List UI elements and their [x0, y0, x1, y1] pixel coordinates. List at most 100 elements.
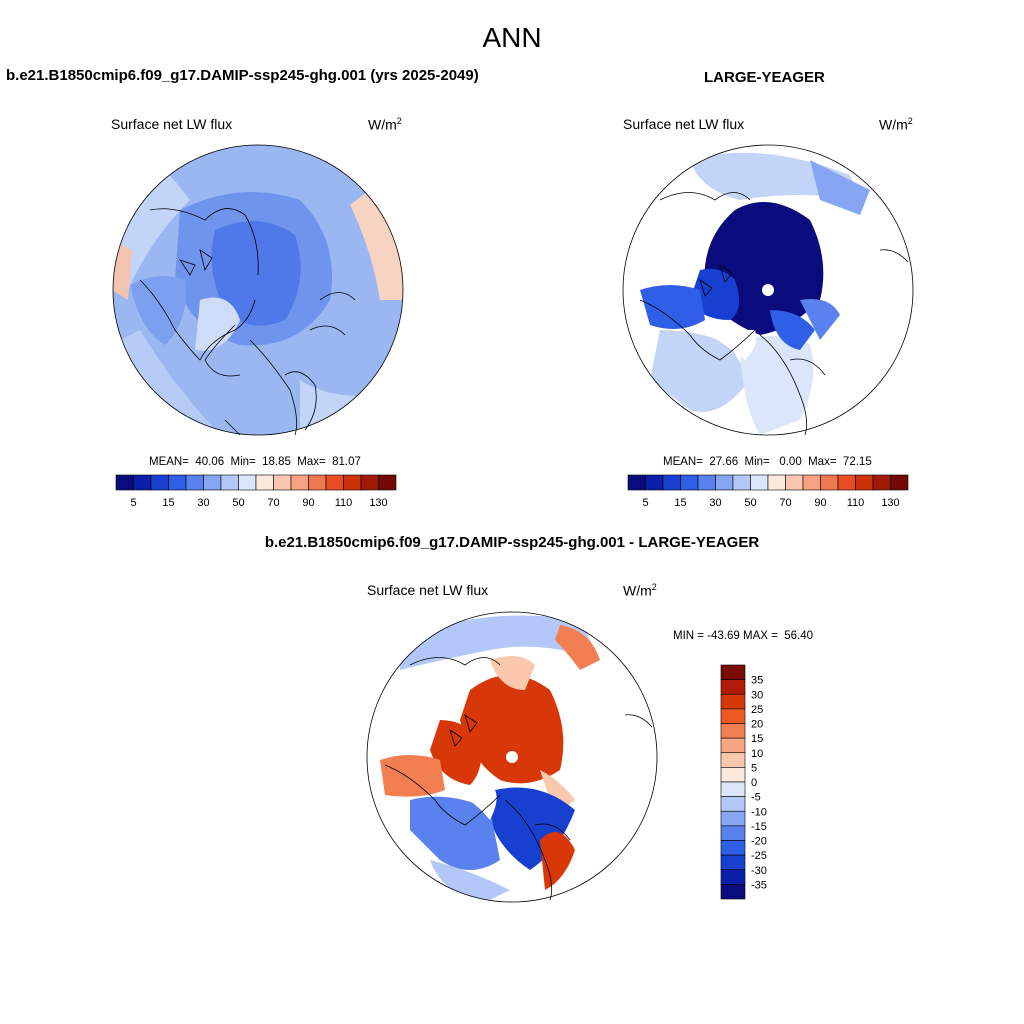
- obs-colorbar-box: [662, 474, 681, 491]
- obs-colorbar-box: [732, 474, 751, 491]
- model-colorbar-box: [185, 474, 204, 491]
- diff-colorbar-label: 5: [751, 762, 757, 774]
- model-stats: MEAN= 40.06 Min= 18.85 Max= 81.07: [149, 456, 361, 468]
- diff-colorbar-box: [720, 708, 746, 724]
- obs-colorbar-box: [855, 474, 874, 491]
- obs-colorbar-box: [715, 474, 734, 491]
- model-panel-header: b.e21.B1850cmip6.f09_g17.DAMIP-ssp245-gh…: [6, 67, 479, 84]
- obs-panel-header: LARGE-YEAGER: [704, 69, 825, 86]
- model-colorbar-label: 90: [302, 497, 314, 509]
- diff-colorbar-box: [720, 810, 746, 827]
- model-colorbar-box: [360, 474, 379, 491]
- obs-colorbar-label: 90: [814, 497, 826, 509]
- obs-polar-map: [623, 145, 913, 435]
- diff-colorbar-box: [720, 737, 746, 754]
- diff-colorbar-label: -25: [751, 850, 767, 862]
- obs-colorbar-box: [872, 474, 891, 491]
- model-colorbar-box: [378, 474, 397, 491]
- diff-coastlines: [384, 657, 653, 901]
- diff-colorbar-box: [720, 781, 746, 797]
- diff-colorbar-box: [720, 664, 746, 680]
- model-colorbar-label: 30: [197, 497, 209, 509]
- obs-colorbar-label: 50: [744, 497, 756, 509]
- model-colorbar-box: [115, 474, 134, 491]
- obs-colorbar-label: 30: [709, 497, 721, 509]
- obs-colorbar-box: [627, 474, 646, 491]
- obs-colorbar-label: 130: [881, 497, 899, 509]
- diff-colorbar-box: [720, 840, 746, 856]
- obs-colorbar-label: 70: [779, 497, 791, 509]
- obs-colorbar: 5 15 30 50 70 90 110 130: [627, 474, 909, 509]
- model-colorbar-label: 50: [232, 497, 244, 509]
- obs-colorbar-box: [890, 474, 909, 491]
- model-coastlines: [139, 208, 356, 436]
- diff-colorbar-label: 10: [751, 748, 763, 760]
- diff-colorbar: 35 30 25 20 15 10 5 0 -5 -10 -15 -20 -25 -30 -35: [720, 664, 767, 900]
- obs-colorbar-label: 110: [847, 497, 865, 509]
- obs-colorbar-box: [837, 474, 856, 491]
- diff-colorbar-box: [720, 723, 746, 739]
- diff-colorbar-box: [720, 796, 746, 812]
- obs-stats: MEAN= 27.66 Min= 0.00 Max= 72.15: [663, 456, 872, 468]
- obs-colorbar-box: [785, 474, 804, 491]
- obs-units-label: W/m2: [879, 116, 913, 133]
- diff-colorbar-label: -5: [751, 792, 761, 804]
- main-title: ANN: [482, 22, 542, 53]
- model-colorbar-label: 110: [335, 497, 353, 509]
- obs-colorbar-label: 15: [674, 497, 686, 509]
- diff-colorbar-box: [720, 869, 746, 885]
- model-colorbar-box: [168, 474, 187, 491]
- model-colorbar-box: [273, 474, 292, 491]
- diff-panel-header: b.e21.B1850cmip6.f09_g17.DAMIP-ssp245-gh…: [264, 534, 760, 551]
- diff-colorbar-label: -15: [751, 821, 767, 833]
- diff-colorbar-label: 30: [751, 689, 763, 701]
- model-units-label: W/m2: [368, 116, 402, 133]
- obs-colorbar-label: 5: [642, 497, 648, 509]
- obs-colorbar-box: [697, 474, 716, 491]
- model-colorbar-box: [290, 474, 309, 491]
- obs-colorbar-box: [680, 474, 699, 491]
- diff-stats: MIN = -43.69 MAX = 56.40: [673, 630, 813, 642]
- model-polar-map: [113, 145, 403, 435]
- obs-colorbar-box: [820, 474, 839, 491]
- diff-colorbar-label: 25: [751, 704, 763, 716]
- diff-colorbar-label: -20: [751, 836, 767, 848]
- obs-colorbar-box: [767, 474, 786, 491]
- model-colorbar-label: 130: [369, 497, 387, 509]
- obs-colorbar-box: [750, 474, 769, 491]
- diff-polar-map: [367, 612, 657, 902]
- diff-colorbar-label: 35: [751, 675, 763, 687]
- model-colorbar: 5 15 30 50 70 90 110 130: [115, 474, 397, 509]
- diff-colorbar-label: -30: [751, 865, 767, 877]
- model-colorbar-box: [343, 474, 362, 491]
- diff-colorbar-label: 15: [751, 733, 763, 745]
- model-colorbar-box: [238, 474, 257, 491]
- model-colorbar-box: [220, 474, 239, 491]
- obs-coastlines: [639, 192, 909, 436]
- model-colorbar-label: 70: [267, 497, 279, 509]
- model-colorbar-box: [255, 474, 274, 491]
- obs-variable-label: Surface net LW flux: [623, 116, 745, 132]
- model-colorbar-label: 5: [130, 497, 136, 509]
- diff-colorbar-box: [720, 825, 746, 841]
- model-colorbar-box: [150, 474, 169, 491]
- diff-variable-label: Surface net LW flux: [367, 582, 489, 598]
- diff-colorbar-label: 0: [751, 777, 757, 789]
- diff-colorbar-label: -10: [751, 806, 767, 818]
- diff-colorbar-box: [720, 679, 746, 695]
- model-colorbar-box: [308, 474, 327, 491]
- diff-units-label: W/m2: [623, 582, 657, 599]
- diff-colorbar-box: [720, 767, 746, 783]
- diff-colorbar-box: [720, 884, 746, 900]
- model-colorbar-box: [133, 474, 152, 491]
- obs-colorbar-box: [802, 474, 821, 491]
- diff-colorbar-label: -35: [751, 879, 767, 891]
- obs-colorbar-box: [645, 474, 664, 491]
- model-colorbar-box: [203, 474, 222, 491]
- model-variable-label: Surface net LW flux: [111, 116, 233, 132]
- model-colorbar-label: 15: [162, 497, 174, 509]
- diff-colorbar-box: [720, 752, 746, 768]
- model-colorbar-box: [325, 474, 344, 491]
- diff-colorbar-box: [720, 854, 746, 871]
